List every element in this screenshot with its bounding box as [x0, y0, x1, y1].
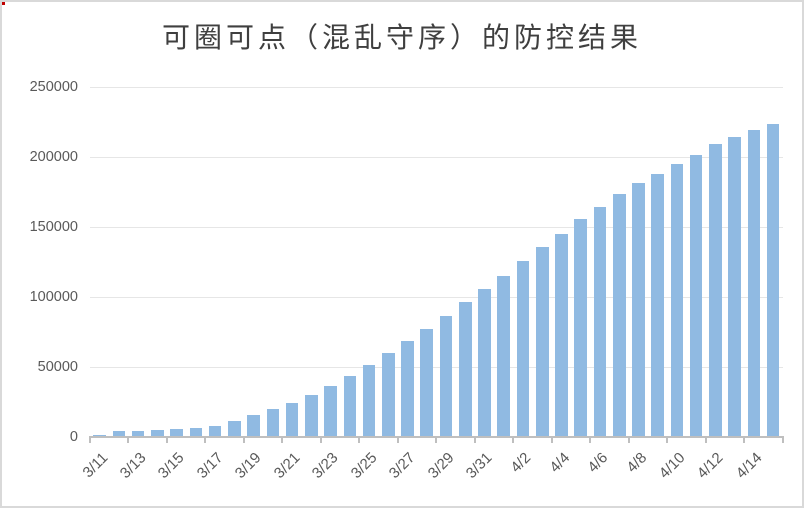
bar — [766, 124, 780, 437]
x-axis-label: 3/23 — [309, 449, 342, 482]
x-axis-label: 3/21 — [270, 449, 304, 482]
tick-mark — [781, 438, 784, 443]
tick-mark — [666, 438, 669, 443]
bar — [208, 426, 222, 437]
tick-mark — [242, 438, 245, 443]
bar — [362, 364, 376, 437]
bar — [670, 163, 684, 437]
y-axis-label: 0 — [69, 429, 78, 445]
x-axis-label: 3/27 — [386, 449, 419, 482]
tick-mark — [358, 438, 361, 443]
x-axis-label: 4/8 — [623, 449, 650, 477]
bar — [728, 136, 741, 437]
tick-mark — [704, 438, 707, 443]
bar — [709, 144, 722, 437]
tick-mark — [165, 438, 168, 443]
x-axis-label: 3/19 — [232, 449, 265, 482]
y-axis-label: 150000 — [29, 219, 78, 235]
x-axis-label: 3/15 — [155, 449, 188, 482]
bar — [458, 302, 472, 437]
x-axis-line — [89, 435, 784, 438]
x-axis-label: 4/14 — [732, 449, 766, 482]
x-axis-label: 3/25 — [347, 449, 381, 482]
bar — [131, 430, 145, 437]
x-axis-label: 4/12 — [694, 449, 727, 482]
tick-mark — [89, 438, 91, 443]
bar — [535, 246, 549, 437]
bar — [343, 376, 357, 437]
x-axis-label: 4/10 — [655, 449, 689, 482]
bar — [420, 328, 434, 437]
bar — [651, 173, 664, 437]
bar — [632, 182, 645, 437]
tick-mark — [281, 438, 284, 443]
bar — [266, 408, 280, 437]
x-axis-label: 3/11 — [79, 449, 111, 482]
tick-mark — [627, 438, 630, 443]
y-axis-label: 200000 — [29, 149, 78, 165]
gridline — [90, 157, 783, 158]
bar — [324, 386, 337, 437]
y-axis-label: 250000 — [29, 79, 78, 95]
bar — [478, 289, 491, 437]
bar — [189, 428, 203, 437]
bar — [285, 402, 299, 437]
bar — [612, 194, 626, 437]
gridline — [90, 367, 783, 368]
bar — [228, 421, 241, 437]
x-axis-label: 4/6 — [584, 449, 612, 477]
bar — [305, 395, 318, 437]
gridline — [90, 297, 783, 298]
bar — [151, 429, 164, 437]
bar — [497, 275, 511, 437]
bar — [516, 261, 530, 437]
tick-mark — [512, 438, 515, 443]
tick-mark — [127, 438, 130, 443]
tick-mark — [204, 438, 207, 443]
y-axis-label: 100000 — [29, 289, 78, 305]
bar — [574, 218, 588, 437]
bar — [112, 431, 126, 437]
bar — [381, 352, 395, 437]
tick-mark — [319, 438, 322, 443]
y-axis-label: 50000 — [37, 359, 78, 375]
bar — [170, 429, 183, 437]
x-axis-label: 4/4 — [546, 449, 573, 477]
bar — [689, 154, 703, 437]
tick-mark — [743, 438, 746, 443]
tick-mark — [396, 438, 399, 443]
tick-mark — [550, 438, 553, 443]
bar — [247, 415, 260, 437]
tick-mark — [473, 438, 476, 443]
bar — [439, 315, 453, 437]
tick-mark — [589, 438, 592, 443]
x-axis-label: 3/29 — [424, 449, 458, 482]
bar — [555, 234, 568, 437]
chart-title: 可圈可点（混乱守序）的防控结果 — [161, 23, 642, 54]
gridline — [90, 227, 783, 228]
bar — [747, 130, 761, 437]
bar — [593, 206, 607, 437]
x-axis-label: 3/13 — [116, 449, 150, 482]
x-axis-label: 3/17 — [193, 449, 227, 482]
tick-mark — [435, 438, 438, 443]
x-axis-label: 3/31 — [463, 449, 496, 482]
bar — [401, 340, 414, 437]
x-axis-label: 4/2 — [507, 449, 535, 477]
corner-mark — [2, 2, 5, 5]
gridline — [90, 87, 783, 88]
